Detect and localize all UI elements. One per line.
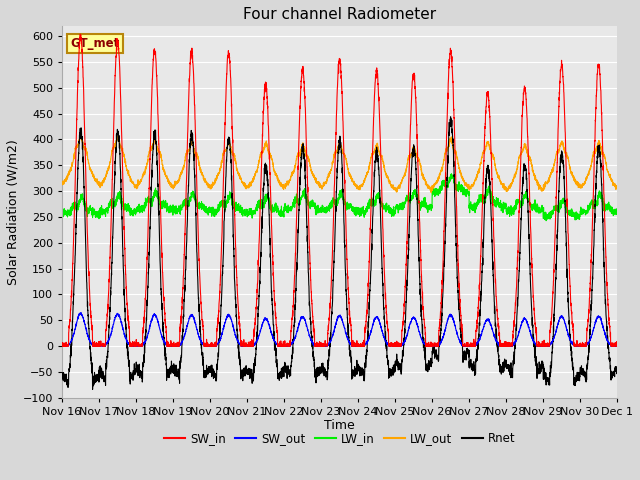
Title: Four channel Radiometer: Four channel Radiometer — [243, 7, 436, 22]
Y-axis label: Solar Radiation (W/m2): Solar Radiation (W/m2) — [7, 139, 20, 285]
Legend: SW_in, SW_out, LW_in, LW_out, Rnet: SW_in, SW_out, LW_in, LW_out, Rnet — [159, 427, 520, 449]
Text: GT_met: GT_met — [70, 37, 120, 50]
X-axis label: Time: Time — [324, 420, 355, 432]
